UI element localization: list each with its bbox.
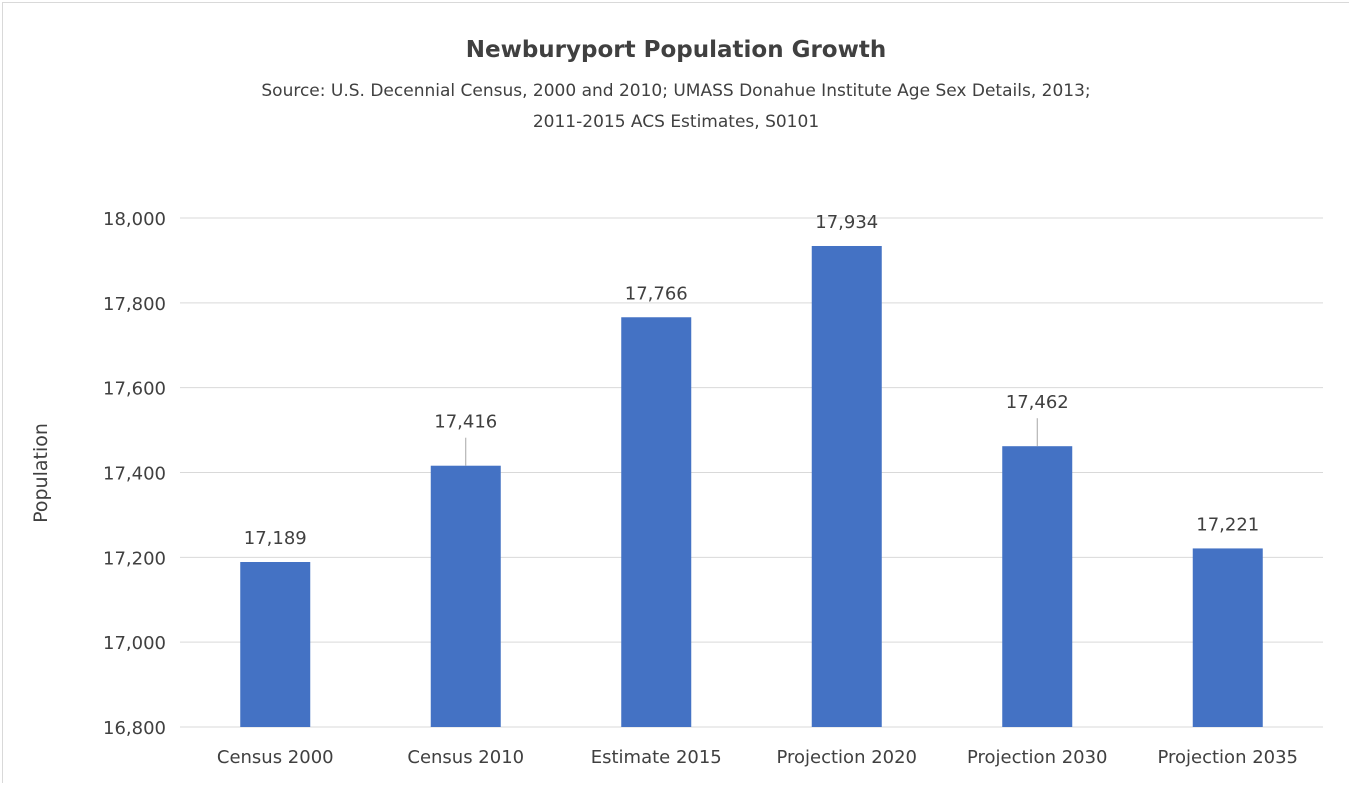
bar-0 bbox=[240, 561, 311, 727]
y-tick-label-1: 17,000 bbox=[103, 633, 166, 654]
x-tick-label-4: Projection 2030 bbox=[967, 747, 1108, 768]
x-axis-tick-labels: Census 2000 Census 2010 Estimate 2015 Proje… bbox=[217, 747, 1298, 768]
x-tick-label-3: Projection 2020 bbox=[776, 747, 917, 768]
data-label-2: 17,766 bbox=[625, 283, 688, 304]
data-label-1: 17,416 bbox=[434, 412, 497, 433]
data-labels: 17,189 17,416 17,766 17,934 17,462 17,221 bbox=[244, 212, 1259, 549]
data-label-5: 17,221 bbox=[1196, 514, 1259, 535]
y-axis-title: Population bbox=[30, 423, 52, 523]
y-tick-label-5: 17,800 bbox=[103, 294, 166, 315]
x-tick-label-0: Census 2000 bbox=[217, 747, 334, 768]
y-tick-label-4: 17,600 bbox=[103, 379, 166, 400]
chart-subtitle-line-2: 2011-2015 ACS Estimates, S0101 bbox=[533, 112, 819, 132]
y-tick-label-3: 17,400 bbox=[103, 464, 166, 485]
y-axis-tick-labels: 16,800 17,000 17,200 17,400 17,600 17,800 18,0… bbox=[103, 209, 166, 739]
gridlines bbox=[180, 217, 1323, 728]
bars bbox=[240, 245, 1263, 727]
bar-2 bbox=[621, 317, 692, 727]
bar-5 bbox=[1192, 548, 1263, 727]
bar-3 bbox=[811, 245, 882, 727]
x-tick-label-2: Estimate 2015 bbox=[591, 747, 722, 768]
data-label-3: 17,934 bbox=[815, 212, 878, 233]
chart-title: Newburyport Population Growth bbox=[466, 37, 886, 63]
x-tick-label-1: Census 2010 bbox=[407, 747, 524, 768]
x-tick-label-5: Projection 2035 bbox=[1157, 747, 1298, 768]
y-tick-label-2: 17,200 bbox=[103, 548, 166, 569]
data-label-0: 17,189 bbox=[244, 528, 307, 549]
bar-4 bbox=[1002, 446, 1073, 727]
data-label-4: 17,462 bbox=[1006, 392, 1069, 413]
bar-chart: Newburyport Population Growth Source: U.… bbox=[30, 37, 1323, 768]
data-label-leader-lines bbox=[465, 418, 1038, 466]
y-tick-label-0: 16,800 bbox=[103, 718, 166, 739]
bar-1 bbox=[430, 465, 501, 727]
y-tick-label-6: 18,000 bbox=[103, 209, 166, 230]
chart-subtitle-line-1: Source: U.S. Decennial Census, 2000 and … bbox=[261, 81, 1090, 101]
